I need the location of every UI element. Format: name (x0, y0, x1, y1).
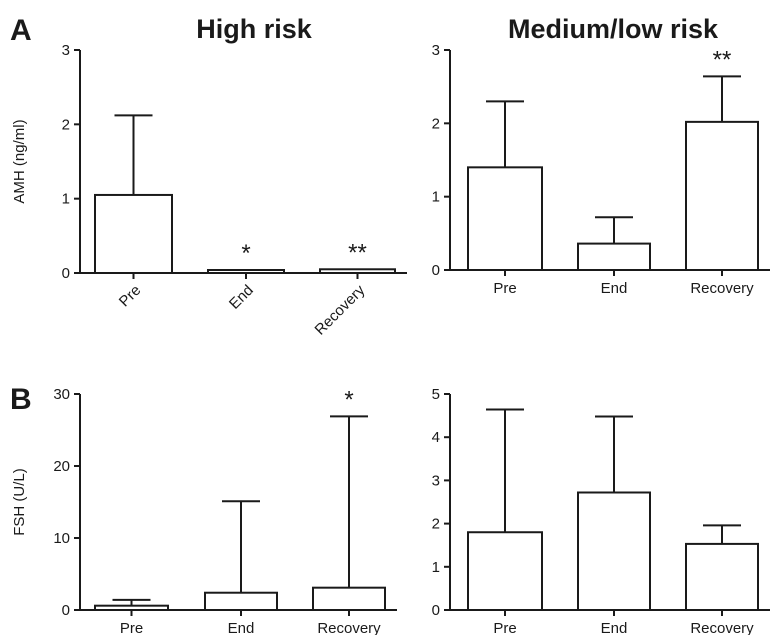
chart-4: 0 1 2 3 4 5 Pre End Recovery (432, 386, 770, 635)
bar-recovery (319, 268, 396, 274)
category-label: Recovery (317, 620, 381, 635)
panel-label-a: A (10, 14, 32, 47)
category-label: Pre (493, 280, 516, 297)
bar-end (207, 269, 285, 274)
charts-group: 0 1 2 3 AMH (ng/ml) Pre End * Recovery ** 0 1 2 3 Pre E… (11, 42, 770, 635)
bar-end (577, 242, 651, 272)
category-label: Recovery (690, 620, 754, 635)
bar-recovery (312, 586, 386, 611)
y-tick-label: 0 (432, 602, 440, 619)
significance-marker: ** (713, 46, 732, 73)
y-tick-label: 2 (432, 115, 440, 132)
y-tick-label: 30 (53, 386, 70, 403)
y-tick-label: 10 (53, 530, 70, 547)
category-label: Pre (120, 620, 143, 635)
title-medium-low-risk: Medium/low risk (508, 14, 719, 44)
chart-3: 0 10 20 30 FSH (U/L) Pre End Recovery * (11, 386, 397, 635)
y-tick-label: 2 (62, 116, 70, 133)
category-label: End (226, 282, 257, 313)
title-high-risk: High risk (196, 14, 313, 44)
y-tick-label: 4 (432, 429, 440, 446)
chart-2: 0 1 2 3 Pre End Recovery ** (432, 42, 770, 297)
category-label: Recovery (690, 280, 754, 297)
category-label: End (601, 280, 628, 297)
y-tick-label: 3 (432, 42, 440, 59)
y-tick-label: 1 (432, 559, 440, 576)
y-axis-label: AMH (ng/ml) (11, 119, 28, 203)
y-tick-label: 2 (432, 516, 440, 533)
bar-pre (467, 166, 543, 271)
category-label: End (601, 620, 628, 635)
significance-marker: * (241, 240, 250, 267)
panel-label-b: B (10, 383, 32, 416)
y-tick-label: 20 (53, 458, 70, 475)
y-tick-label: 3 (432, 472, 440, 489)
category-label: Pre (116, 282, 145, 311)
y-tick-label: 3 (62, 42, 70, 59)
y-tick-label: 1 (432, 189, 440, 206)
bar-pre (94, 193, 173, 274)
significance-marker: ** (348, 239, 367, 266)
bar-pre (467, 531, 543, 611)
bar-recovery (685, 120, 759, 271)
category-label: End (228, 620, 255, 635)
bar-pre (94, 604, 169, 611)
category-label: Pre (493, 620, 516, 635)
y-tick-label: 0 (62, 602, 70, 619)
category-label: Recovery (312, 281, 369, 338)
y-tick-label: 0 (432, 262, 440, 279)
bar-recovery (685, 542, 759, 611)
y-axis-label: FSH (U/L) (11, 468, 28, 536)
chart-1: 0 1 2 3 AMH (ng/ml) Pre End * Recovery ** (11, 42, 407, 339)
y-tick-label: 1 (62, 191, 70, 208)
significance-marker: * (344, 386, 353, 413)
y-tick-label: 5 (432, 386, 440, 403)
bar-end (577, 491, 651, 611)
y-tick-label: 0 (62, 265, 70, 282)
bar-end (204, 591, 278, 611)
